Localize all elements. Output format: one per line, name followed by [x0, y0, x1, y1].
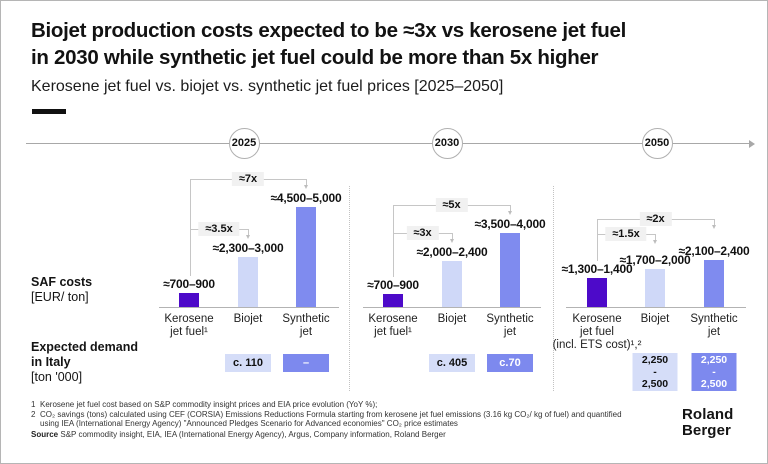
axis-line-2030 [363, 307, 541, 308]
multiplier-bracket-drop-2050-biojet [655, 234, 656, 240]
multiplier-bracket-drop-2030-biojet [452, 233, 453, 239]
group-separator-1 [349, 186, 350, 391]
demand-unit: [ton '000] [31, 370, 83, 384]
category-label-2025-biojet: Biojet [233, 313, 263, 325]
bar-2030-biojet [442, 261, 462, 307]
multiplier-bracket-drop-2030-synthetic [510, 205, 511, 211]
bar-2030-kerosene [383, 294, 403, 307]
source-line: Source S&P commodity insight, EIA, IEA (… [31, 430, 637, 439]
value-label-2030-synthetic: ≈3,500–4,000 [474, 217, 546, 231]
multiplier-arrow-icon-2025-biojet [246, 235, 250, 239]
demand-title-line2: in Italy [31, 355, 71, 369]
footnote-2-text: CO₂ savings (tons) calculated using CEF … [40, 409, 622, 429]
category-label-2030-synthetic: Synthetic jet [486, 313, 534, 338]
page-subtitle: Kerosene jet fuel vs. biojet vs. synthet… [31, 78, 504, 95]
multiplier-label-2050-biojet: ≈1.5x [605, 227, 647, 241]
value-label-2025-synthetic: ≈4,500–5,000 [270, 191, 342, 205]
demand-box-2050-synthetic: 2,250-2,500 [691, 353, 737, 391]
demand-box-2030-synthetic: c.70 [487, 354, 533, 372]
timeline-axis-line [26, 143, 749, 144]
footnote-2-number: 2 [31, 409, 36, 419]
value-label-2030-kerosene: ≈700–900 [367, 278, 419, 292]
saf-costs-unit: [EUR/ ton] [31, 290, 89, 304]
multiplier-label-2025-biojet: ≈3.5x [198, 222, 240, 236]
multiplier-bracket-drop-2025-synthetic [306, 179, 307, 185]
row-label-saf-costs: SAF costs [EUR/ ton] [31, 275, 92, 305]
value-label-2050-kerosene: ≈1,300–1,400 [561, 262, 633, 276]
multiplier-label-2030-biojet: ≈3x [406, 226, 439, 240]
title-line-2: in 2030 while synthetic jet fuel could b… [31, 46, 599, 69]
multiplier-bracket-stem-2050 [597, 219, 598, 261]
timeline-arrow-icon [749, 139, 755, 148]
category-label-2050-biojet: Biojet [640, 313, 670, 325]
bar-2025-kerosene [179, 293, 199, 307]
demand-box-2025-synthetic: – [283, 354, 329, 372]
category-label-2025-kerosene: Kerosene jet fuel¹ [164, 313, 214, 338]
footnote-2: 2 CO₂ savings (tons) calculated using CE… [31, 410, 637, 429]
category-label-2030-kerosene: Kerosene jet fuel¹ [368, 313, 418, 338]
footnote-1-text: Kerosene jet fuel cost based on S&P comm… [40, 400, 378, 409]
footnote-1-number: 1 [31, 400, 36, 409]
multiplier-arrow-icon-2050-biojet [653, 240, 657, 244]
multiplier-bracket-drop-2025-biojet [248, 229, 249, 235]
timeline-year-2025: 2025 [228, 127, 260, 159]
source-label: Source [31, 430, 59, 439]
bar-2025-biojet [238, 257, 258, 307]
footnote-1: 1 Kerosene jet fuel cost based on S&P co… [31, 400, 637, 410]
logo-line-2: Berger [682, 421, 731, 439]
axis-line-2025 [159, 307, 339, 308]
footnotes: 1 Kerosene jet fuel cost based on S&P co… [31, 400, 637, 429]
multiplier-arrow-icon-2050-synthetic [712, 225, 716, 229]
bar-2025-synthetic [296, 207, 316, 307]
group-separator-2 [553, 186, 554, 391]
multiplier-bracket-stem-2025 [190, 179, 191, 276]
timeline-year-2050: 2050 [641, 127, 673, 159]
multiplier-arrow-icon-2025-synthetic [304, 185, 308, 189]
bar-2050-kerosene [587, 278, 607, 307]
multiplier-bracket-drop-2050-synthetic [714, 219, 715, 225]
demand-box-2050-biojet: 2,250-2,500 [632, 353, 678, 391]
demand-box-2025-biojet: c. 110 [225, 354, 271, 372]
timeline-year-2030: 2030 [431, 127, 463, 159]
multiplier-label-2030-synthetic: ≈5x [435, 198, 468, 212]
roland-berger-logo: Roland Berger [682, 407, 733, 438]
multiplier-label-2025-synthetic: ≈7x [231, 172, 265, 186]
bar-2050-synthetic [704, 260, 724, 307]
demand-title-line1: Expected demand [31, 340, 138, 354]
value-label-2050-synthetic: ≈2,100–2,400 [678, 244, 750, 258]
multiplier-arrow-icon-2030-synthetic [508, 211, 512, 215]
demand-box-2030-biojet: c. 405 [429, 354, 475, 372]
multiplier-bracket-stem-2030 [393, 205, 394, 277]
row-label-expected-demand: Expected demand in Italy [ton '000] [31, 340, 138, 385]
value-label-2030-biojet: ≈2,000–2,400 [416, 245, 488, 259]
category-label-2030-biojet: Biojet [437, 313, 467, 325]
logo-line-1: Roland [682, 406, 734, 423]
category-label-2050-kerosene: Kerosene jet fuel (incl. ETS cost)¹,² [552, 313, 642, 351]
value-label-2025-kerosene: ≈700–900 [163, 277, 215, 291]
axis-line-2050 [566, 307, 746, 308]
category-label-2050-synthetic: Synthetic jet [690, 313, 738, 338]
page-title: Biojet production costs expected to be ≈… [31, 17, 626, 71]
title-accent-dash [32, 109, 66, 114]
category-label-2025-synthetic: Synthetic jet [282, 313, 330, 338]
value-label-2050-biojet: ≈1,700–2,000 [619, 253, 691, 267]
bar-2030-synthetic [500, 233, 520, 307]
title-line-1: Biojet production costs expected to be ≈… [31, 19, 626, 42]
value-label-2025-biojet: ≈2,300–3,000 [212, 241, 284, 255]
saf-costs-title: SAF costs [31, 275, 93, 289]
source-text: S&P commodity insight, EIA, IEA (Interna… [60, 430, 446, 439]
bar-2050-biojet [645, 269, 665, 307]
multiplier-arrow-icon-2030-biojet [450, 239, 454, 243]
multiplier-label-2050-synthetic: ≈2x [639, 212, 672, 226]
